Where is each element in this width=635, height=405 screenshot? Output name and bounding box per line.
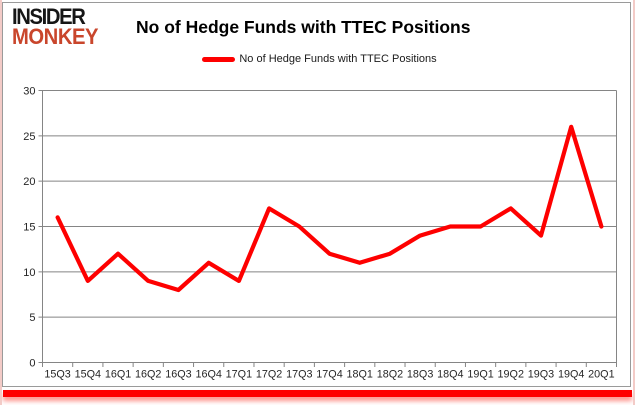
logo-text-insider: INSIDER (12, 4, 86, 29)
x-axis-label: 19Q4 (558, 369, 584, 381)
x-axis-label: 15Q4 (75, 369, 101, 381)
x-axis-label: 18Q2 (377, 369, 403, 381)
y-axis-label: 20 (23, 176, 35, 188)
insider-monkey-logo: INSIDER MONKEY (12, 4, 106, 50)
bottom-red-bar (3, 390, 632, 397)
logo-text-monkey: MONKEY (12, 24, 99, 50)
x-axis-label: 18Q1 (346, 369, 372, 381)
x-axis-label: 16Q4 (195, 369, 221, 381)
y-axis-label: 25 (23, 131, 35, 143)
legend-label: No of Hedge Funds with TTEC Positions (239, 53, 437, 65)
x-axis-label: 19Q2 (498, 369, 524, 381)
chart-title: No of Hedge Funds with TTEC Positions (136, 17, 471, 37)
legend-line-swatch (202, 56, 236, 62)
y-axis-label: 10 (23, 267, 35, 279)
x-axis-label: 17Q3 (286, 369, 312, 381)
y-axis-label: 15 (23, 222, 35, 234)
y-axis-label: 30 (23, 86, 35, 98)
x-axis-label: 20Q1 (588, 369, 614, 381)
x-axis-label: 19Q3 (528, 369, 554, 381)
y-axis-label: 5 (29, 312, 35, 324)
x-axis-label: 16Q1 (105, 369, 131, 381)
legend: No of Hedge Funds with TTEC Positions (2, 53, 633, 65)
x-axis-label: 17Q1 (226, 369, 252, 381)
y-axis-label: 0 (29, 358, 35, 370)
chart-frame (2, 2, 631, 387)
x-axis-label: 16Q3 (165, 369, 191, 381)
x-axis-label: 18Q3 (407, 369, 433, 381)
x-axis-label: 15Q3 (44, 369, 70, 381)
x-axis-label: 16Q2 (135, 369, 161, 381)
x-axis-label: 19Q1 (467, 369, 493, 381)
data-line-ttec (55, 124, 604, 293)
x-axis-label: 18Q4 (437, 369, 463, 381)
x-axis-label: 17Q2 (256, 369, 282, 381)
x-axis-label: 17Q4 (316, 369, 342, 381)
